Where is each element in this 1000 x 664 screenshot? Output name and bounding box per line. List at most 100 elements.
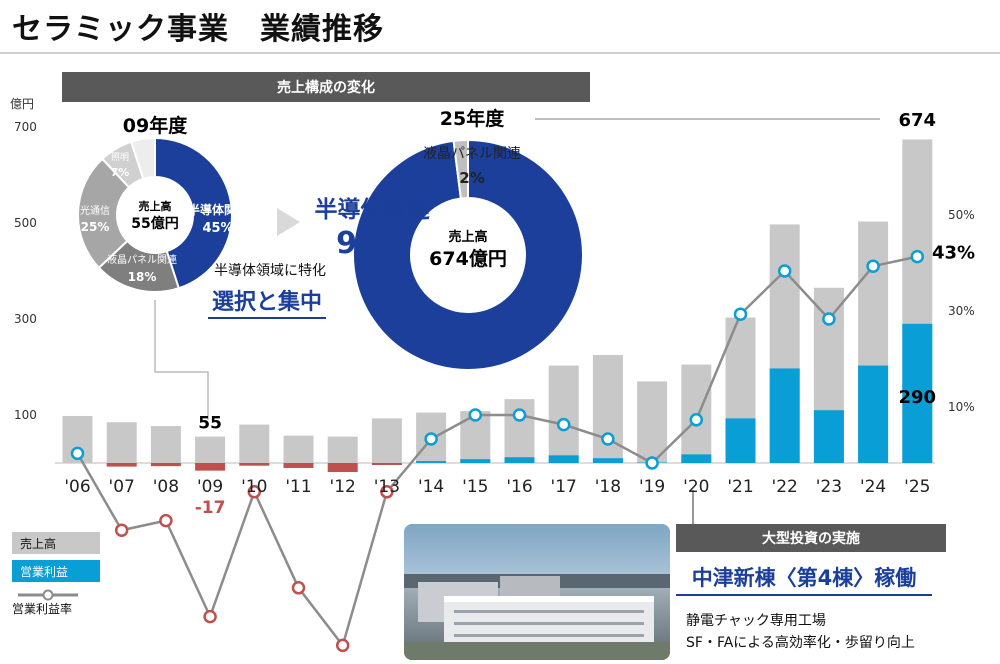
y-axis-unit-label: 億円: [10, 97, 34, 111]
x-tick-label: '07: [109, 477, 135, 497]
x-tick-label: '25: [904, 477, 930, 497]
donut-25-center-label: 売上高: [448, 229, 487, 245]
donut-25-slice: [452, 138, 469, 200]
operating-income-bar: [504, 457, 535, 463]
operating-income-bar: [416, 461, 447, 463]
donut-25-center-value: 674億円: [429, 247, 507, 270]
donut-09-slice: [154, 136, 233, 290]
x-tick-label: '11: [285, 477, 311, 497]
factory-photo: [404, 524, 670, 660]
sales-bar: [327, 436, 358, 463]
title-divider: [0, 52, 1000, 54]
operating-margin-point: [70, 446, 85, 461]
donut-09-label-lighting: 照明: [111, 152, 129, 163]
page-title: セラミック事業 業績推移: [12, 12, 384, 47]
operating-margin-point: [556, 417, 571, 432]
composition-banner: 売上構成の変化: [62, 72, 590, 102]
x-tick-label: '22: [772, 477, 798, 497]
operating-margin-point: [203, 609, 217, 624]
sales-bar: [239, 424, 270, 463]
legend-operating-margin: 営業利益率: [12, 602, 73, 616]
sales-bar: [195, 436, 226, 463]
sales-bar: [106, 422, 137, 463]
left-tick-label: 700: [14, 120, 37, 134]
donut-09-center-value: 55億円: [131, 215, 178, 232]
donut-09-label-optical: 光通信: [80, 204, 110, 217]
investment-title: 中津新棟〈第4棟〉稼働: [676, 562, 932, 596]
x-tick-label: '19: [639, 477, 665, 497]
legend-margin-line-icon: [18, 586, 78, 601]
donut-09-pct-lcd: 18%: [128, 270, 157, 284]
x-tick-label: '24: [860, 477, 886, 497]
sales-bar: [637, 381, 668, 463]
donut-25-year: 25年度: [440, 107, 505, 130]
value-label-25-sales: 674: [899, 110, 937, 131]
donut-09-slice: [77, 157, 131, 270]
left-tick-label: 100: [14, 408, 37, 422]
x-tick-label: '23: [816, 477, 842, 497]
right-tick-label: 50%: [948, 208, 975, 222]
value-label-25-margin: 43%: [932, 243, 975, 264]
operating-margin-line: [76, 255, 918, 649]
operating-margin-point: [335, 638, 350, 653]
investment-line-1: 静電チャック専用工場: [686, 613, 826, 629]
operating-margin-point: [777, 264, 792, 278]
donut-09-slice: [129, 136, 156, 181]
sales-bar: [150, 426, 181, 463]
right-tick-label: 30%: [948, 304, 975, 318]
x-tick-label: '09: [197, 477, 223, 497]
x-tick-label: '06: [64, 477, 90, 497]
operating-margin-point: [247, 485, 262, 499]
x-tick-label: '08: [153, 477, 179, 497]
focus-subtitle: 半導体領域に特化: [214, 263, 326, 279]
operating-income-bar: [813, 410, 844, 463]
x-tick-label: '20: [683, 477, 709, 497]
value-label-09-op: -17: [195, 498, 226, 518]
left-tick-label: 300: [14, 312, 37, 326]
value-label-25-op: 290: [899, 387, 937, 408]
investment-line-2: SF・FAによる高効率化・歩留り向上: [686, 635, 915, 651]
donut-09-pct-semiconductor: 45%: [202, 221, 233, 236]
value-label-09-sales: 55: [198, 414, 222, 434]
donut-09-label-lcd: 液晶パネル関連: [107, 253, 177, 266]
operating-margin-point: [601, 432, 615, 446]
operating-loss-bar: [327, 463, 358, 472]
donut-25-slice: [352, 138, 584, 371]
operating-loss-bar: [150, 463, 181, 467]
operating-income-bar: [858, 365, 889, 463]
sales-bar: [548, 365, 579, 463]
connector-09: [154, 300, 209, 420]
operating-loss-bar: [371, 463, 402, 465]
left-tick-label: 500: [14, 216, 37, 230]
operating-margin-point: [291, 581, 306, 595]
operating-margin-point: [159, 513, 173, 528]
right-tick-label: 10%: [948, 400, 975, 414]
operating-margin-point: [866, 259, 880, 273]
donut-09-pct-optical: 25%: [81, 220, 110, 234]
x-tick-label: '21: [727, 477, 753, 497]
operating-margin-point: [733, 307, 748, 321]
operating-margin-point: [424, 432, 438, 446]
x-tick-label: '13: [374, 477, 400, 497]
operating-income-bar: [725, 418, 756, 463]
donut-25-pct-semiconductor: 98%: [336, 226, 408, 261]
donut-09-center-label: 売上高: [139, 199, 172, 213]
operating-margin-point: [468, 408, 483, 422]
donut-25-label-lcd: 液晶パネル関連: [423, 146, 521, 162]
x-tick-label: '17: [551, 477, 577, 497]
operating-income-bar: [460, 459, 491, 463]
focus-heading: 選択と集中: [208, 284, 327, 319]
x-tick-label: '14: [418, 477, 444, 497]
operating-income-bar: [681, 454, 712, 463]
arrow-icon: [277, 208, 300, 236]
donut-25-pct-lcd: 2%: [459, 169, 484, 187]
operating-margin-point: [114, 523, 129, 537]
operating-loss-bar: [283, 463, 314, 468]
operating-income-bar: [769, 368, 800, 463]
operating-income-bar: [902, 323, 933, 463]
operating-margin-point: [645, 456, 659, 470]
donut-25-label-semiconductor: 半導体関連: [315, 196, 431, 223]
x-tick-label: '10: [241, 477, 267, 497]
legend-sales: 売上高: [12, 532, 100, 554]
x-tick-label: '12: [330, 477, 356, 497]
